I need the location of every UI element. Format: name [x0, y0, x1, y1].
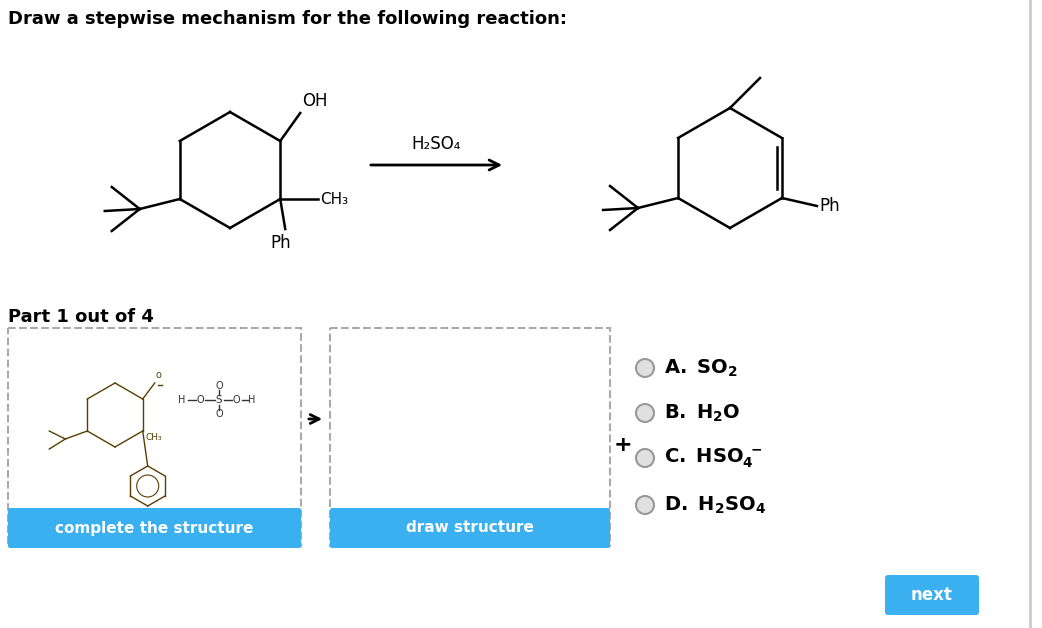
Circle shape — [636, 404, 654, 422]
FancyBboxPatch shape — [885, 575, 979, 615]
Text: $\mathbf{C.\ HSO_4^{\ -}}$: $\mathbf{C.\ HSO_4^{\ -}}$ — [664, 447, 762, 470]
Text: $\mathbf{B.\ H_2O}$: $\mathbf{B.\ H_2O}$ — [664, 403, 741, 424]
Text: O: O — [232, 395, 240, 405]
Text: Ph: Ph — [270, 234, 291, 252]
Text: +: + — [614, 435, 632, 455]
Text: O: O — [216, 381, 223, 391]
Text: OH: OH — [302, 92, 328, 110]
Circle shape — [636, 449, 654, 467]
FancyBboxPatch shape — [8, 508, 301, 548]
Text: O: O — [216, 409, 223, 419]
Bar — [330, 328, 610, 546]
Text: Draw a stepwise mechanism for the following reaction:: Draw a stepwise mechanism for the follow… — [8, 10, 567, 28]
Text: o: o — [155, 370, 162, 380]
Text: draw structure: draw structure — [406, 521, 534, 536]
Text: H₂SO₄: H₂SO₄ — [412, 135, 462, 153]
Text: O: O — [196, 395, 204, 405]
Circle shape — [636, 496, 654, 514]
Text: S: S — [216, 395, 222, 405]
Bar — [8, 328, 301, 546]
Text: CH₃: CH₃ — [320, 192, 348, 207]
Text: Ph: Ph — [819, 197, 840, 215]
Text: H: H — [178, 395, 185, 405]
FancyBboxPatch shape — [330, 508, 610, 548]
Text: next: next — [911, 586, 953, 604]
Text: $\mathbf{A.\ SO_2}$: $\mathbf{A.\ SO_2}$ — [664, 357, 738, 379]
Text: $\mathbf{D.\ H_2SO_4}$: $\mathbf{D.\ H_2SO_4}$ — [664, 494, 766, 516]
Text: complete the structure: complete the structure — [55, 521, 253, 536]
Text: Part 1 out of 4: Part 1 out of 4 — [8, 308, 154, 326]
Text: CH₃: CH₃ — [146, 433, 163, 442]
Circle shape — [636, 359, 654, 377]
Text: H: H — [248, 395, 255, 405]
